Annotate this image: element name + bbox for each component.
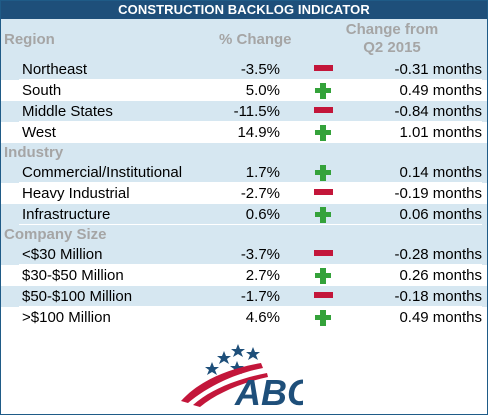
row-label: $30-$50 Million [22, 267, 124, 284]
pct-change-value: -3.7% [240, 246, 280, 263]
row-label: Middle States [22, 103, 113, 120]
row-label: Infrastructure [22, 206, 111, 223]
table-row: >$100 Million 4.6% 0.49 months [1, 307, 487, 328]
row-divider [19, 224, 482, 225]
row-label: West [22, 124, 56, 141]
row-divider [19, 327, 482, 328]
row-divider [19, 100, 482, 101]
section-label: Company Size [4, 226, 107, 243]
table-row: West 14.9% 1.01 months [1, 122, 487, 143]
header-change-from: Change from Q2 2015 [329, 21, 455, 57]
months-change-value: 0.14 months [399, 164, 482, 181]
months-change-value: 0.26 months [399, 267, 482, 284]
section-label: Industry [4, 144, 64, 161]
row-divider [19, 203, 482, 204]
plus-icon [313, 82, 333, 99]
row-divider [19, 306, 482, 307]
pct-change-value: 14.9% [237, 124, 280, 141]
pct-change-value: -2.7% [240, 185, 280, 202]
table-row: Infrastructure 0.6% 0.06 months [1, 204, 487, 225]
months-change-value: 0.06 months [399, 206, 482, 223]
row-label: Heavy Industrial [22, 185, 130, 202]
months-change-value: -0.31 months [394, 61, 482, 78]
table-row: $30-$50 Million 2.7% 0.26 months [1, 265, 487, 286]
minus-icon [313, 246, 333, 263]
row-label: >$100 Million [22, 309, 111, 326]
plus-icon [313, 124, 333, 141]
months-change-value: -0.28 months [394, 246, 482, 263]
row-divider [19, 182, 482, 183]
plus-icon [313, 267, 333, 284]
table-row: Northeast -3.5% -0.31 months [1, 59, 487, 80]
header-change-from-line2: Q2 2015 [363, 39, 421, 56]
months-change-value: -0.84 months [394, 103, 482, 120]
header-pct-change: % Change [219, 31, 292, 48]
row-label: Commercial/Institutional [22, 164, 183, 181]
months-change-value: 0.49 months [399, 82, 482, 99]
row-divider [19, 285, 482, 286]
row-divider [19, 121, 482, 122]
row-label: South [22, 82, 62, 99]
row-label: $50-$100 Million [22, 288, 133, 305]
row-label: <$30 Million [22, 246, 103, 263]
plus-icon [313, 164, 333, 181]
pct-change-value: 1.7% [245, 164, 280, 181]
section-header: Company Size [1, 225, 487, 244]
table-row: Commercial/Institutional 1.7% 0.14 months [1, 162, 487, 183]
table-row: South 5.0% 0.49 months [1, 80, 487, 101]
minus-icon [313, 288, 333, 305]
minus-icon [313, 185, 333, 202]
row-divider [19, 264, 482, 265]
table-row: <$30 Million -3.7% -0.28 months [1, 244, 487, 265]
months-change-value: -0.19 months [394, 185, 482, 202]
months-change-value: 0.49 months [399, 309, 482, 326]
pct-change-value: 2.7% [245, 267, 280, 284]
section-header: Industry [1, 143, 487, 162]
plus-icon [313, 206, 333, 223]
pct-change-value: 0.6% [245, 206, 280, 223]
months-change-value: 1.01 months [399, 124, 482, 141]
row-divider [19, 142, 482, 143]
header-change-from-line1: Change from [345, 21, 439, 38]
row-divider [19, 79, 482, 80]
minus-icon [313, 103, 333, 120]
table-row: Heavy Industrial -2.7% -0.19 months [1, 183, 487, 204]
plus-icon [313, 309, 333, 326]
table-row: Middle States -11.5% -0.84 months [1, 101, 487, 122]
column-header-row: Region % Change Change from Q2 2015 [1, 19, 487, 59]
pct-change-value: 5.0% [245, 82, 280, 99]
table-row: $50-$100 Million -1.7% -0.18 months [1, 286, 487, 307]
minus-icon [313, 61, 333, 78]
logo-text: ABC [234, 372, 303, 409]
table-body: Northeast -3.5% -0.31 months South 5.0% 0.49 … [1, 59, 487, 328]
panel-title: CONSTRUCTION BACKLOG INDICATOR [1, 1, 487, 19]
pct-change-value: -3.5% [240, 61, 280, 78]
pct-change-value: -11.5% [233, 103, 280, 120]
months-change-value: -0.18 months [394, 288, 482, 305]
header-region: Region [4, 31, 55, 48]
pct-change-value: -1.7% [240, 288, 280, 305]
row-label: Northeast [22, 61, 88, 78]
abc-flag-logo-icon: ABC [181, 344, 303, 409]
pct-change-value: 4.6% [245, 309, 280, 326]
